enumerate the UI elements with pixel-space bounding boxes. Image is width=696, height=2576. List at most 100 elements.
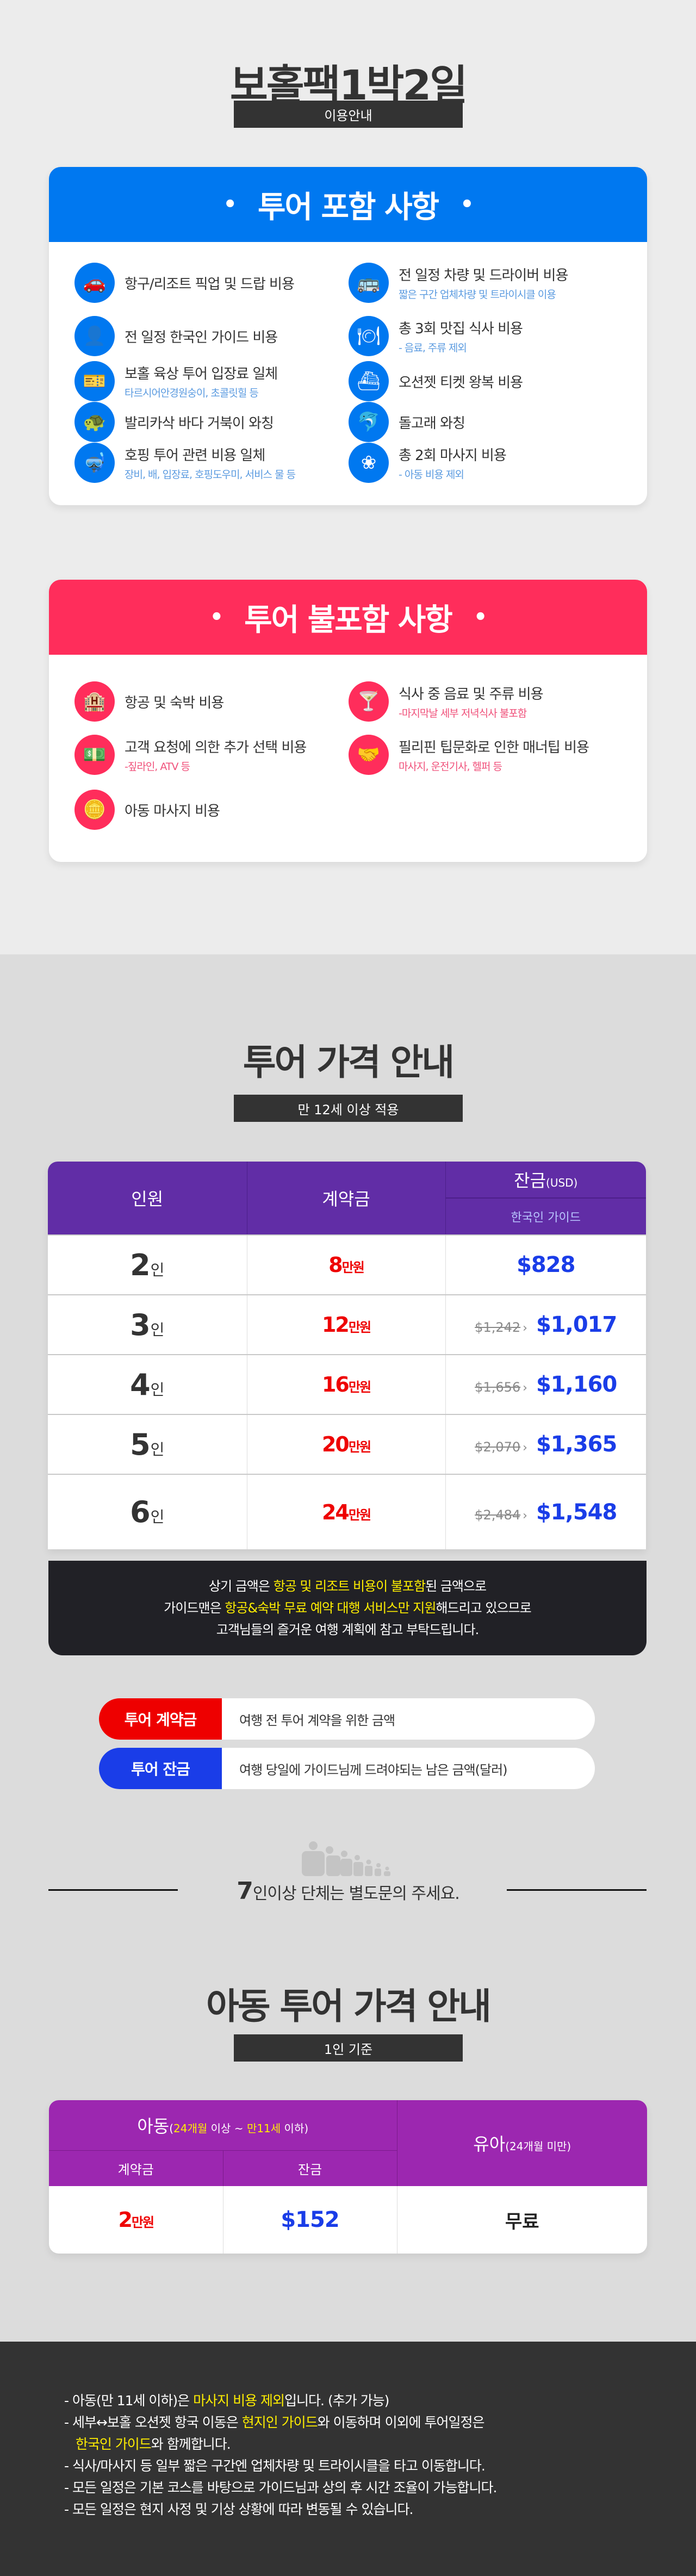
people-count: 3인 [130,1307,165,1342]
coins-icon: 🪙 [74,790,115,830]
text-segment: - 모든 일정은 현지 사정 및 기상 상황에 따라 변동될 수 있습니다. [64,2501,413,2517]
footer-notes: - 아동(만 11세 이하)은 마사지 비용 제외입니다. (추가 가능) - 세… [64,2390,497,2521]
header-balance: 잔금(USD) [445,1162,646,1199]
balance-cell: $2,484 › $1,548 [445,1474,646,1549]
list-item: 🏨 항공 및 숙박 비용 [74,681,224,722]
final-price: $828 [517,1252,575,1277]
table-row: 5인 20만원 $2,070 › $1,365 [48,1414,646,1474]
legend-deposit-desc: 여행 전 투어 계약을 위한 금액 [239,1712,395,1728]
item-main: 보홀 육상 투어 입장료 일체 [125,366,278,382]
text-segment: 고객님들의 즐거운 여행 계획에 참고 부탁드립니다. [216,1622,479,1637]
legend-balance: 투어 잔금 여행 당일에 가이드님께 드려야되는 남은 금액(달러) [99,1748,595,1789]
legend-balance-tag: 투어 잔금 [99,1748,222,1789]
original-price: $2,070 [475,1439,521,1455]
person-unit: 인 [150,1261,165,1279]
item-main: 오션젯 티켓 왕복 비용 [399,374,523,391]
item-text: 총 2회 마사지 비용 - 아동 비용 제외 [399,444,507,481]
original-price: $1,656 [475,1380,521,1395]
footer-line: - 모든 일정은 현지 사정 및 기상 상황에 따라 변동될 수 있습니다. [64,2499,496,2521]
list-item: ⛴ 오션젯 티켓 왕복 비용 [349,361,523,401]
text-segment: - 아동(만 11세 이하)은 [64,2393,194,2409]
list-item: 🐢 발리카삭 바다 거북이 와칭 [74,402,274,442]
item-text: 오션젯 티켓 왕복 비용 [399,371,523,392]
item-sub: -마지막날 세부 저녁식사 불포함 [399,707,527,719]
legend-balance-desc: 여행 당일에 가이드님께 드려야되는 남은 금액(달러) [239,1762,508,1778]
item-sub: 짧은 구간 업체차량 및 트라이시클 이용 [399,289,556,301]
range-segment: 24개월 [173,2121,208,2135]
turtle-icon: 🐢 [74,402,115,442]
people-count: 2인 [130,1247,165,1282]
lotus-icon: ❀ [349,443,389,483]
text-segment: 입니다. (추가 가능) [284,2393,389,2409]
final-price: $1,017 [536,1312,617,1337]
child-title: 아동 투어 가격 안내 [206,1985,492,2027]
group-number: 7 [237,1877,253,1905]
balance-cell: $1,656 › $1,160 [445,1354,646,1414]
people-cell: 3인 [48,1294,247,1355]
child-range: (24개월 이상 ~ 만11세 이하) [169,2122,308,2135]
price-table: 인원 계약금 잔금(USD) 한국인 가이드 2인 8만원 $828 3인 12만원 $1… [48,1162,646,1549]
people-count: 4인 [130,1367,165,1402]
text-segment: - 모든 일정은 기본 코스를 바탕으로 가이드님과 상의 후 시간 조율이 가… [64,2480,497,2496]
list-item: 🎫 보홀 육상 투어 입장료 일체 타르시어안경원숭이, 초콜릿힐 등 [74,361,278,401]
hotel-icon: 🏨 [74,681,115,722]
range-segment: 만11세 [246,2121,281,2135]
text-segment: 마사지 비용 제외 [193,2393,285,2409]
final-price: $1,548 [536,1499,617,1525]
range-segment: 이상 ~ [207,2121,247,2135]
item-main: 총 2회 마사지 비용 [399,448,507,464]
final-price: $1,365 [536,1432,617,1457]
legend-deposit-tag: 투어 계약금 [99,1698,222,1740]
text-segment [64,2436,76,2452]
header-guide: 한국인 가이드 [445,1198,646,1235]
car-icon: 🚗 [74,263,115,303]
text-segment: - 식사/마사지 등 일부 짧은 구간엔 업체차량 및 트라이시클을 타고 이동… [64,2458,486,2474]
item-main: 항구/리조트 픽업 및 드랍 비용 [125,276,295,293]
footer-line: - 식사/마사지 등 일부 짧은 구간엔 업체차량 및 트라이시클을 타고 이동… [64,2455,496,2477]
text-segment: 가이드맨은 [164,1600,225,1616]
people-count: 6인 [130,1495,165,1529]
item-text: 발리카삭 바다 거북이 와칭 [125,412,274,432]
list-item: 🤿 호핑 투어 관련 비용 일체 장비, 배, 입장료, 호핑도우미, 서비스 물 … [74,443,296,483]
list-item: ❀ 총 2회 마사지 비용 - 아동 비용 제외 [349,443,507,483]
arrow-icon: › [523,1441,527,1455]
price-notice: 상기 금액은 항공 및 리조트 비용이 불포함된 금액으로 가이드맨은 항공&숙박… [48,1561,647,1655]
footer-line: - 모든 일정은 기본 코스를 바탕으로 가이드님과 상의 후 시간 조율이 가… [64,2477,497,2499]
item-main: 전 일정 차량 및 드라이버 비용 [399,268,568,284]
deposit-cell: 20만원 [246,1414,445,1474]
deposit-unit: 만원 [341,1260,365,1275]
price-subtitle: 만 12세 이상 적용 [234,1095,463,1122]
list-item: 🪙 아동 마사지 비용 [74,790,220,830]
item-text: 호핑 투어 관련 비용 일체 장비, 배, 입장료, 호핑도우미, 서비스 물 등 [125,444,296,481]
excluded-title: 투어 불포함 사항 [244,602,453,638]
balance-cell: $828 [445,1234,646,1295]
meal-icon: 🍽 [349,316,389,356]
item-sub: - 음료, 주류 제외 [399,342,467,354]
item-main: 돌고래 와칭 [399,415,465,432]
deposit-cell: 12만원 [246,1294,445,1355]
arrow-icon: › [523,1381,527,1395]
person-unit: 인 [150,1320,165,1339]
notice-line: 상기 금액은 항공 및 리조트 비용이 불포함된 금액으로 [48,1575,647,1597]
list-item: 🍽 총 3회 맛집 식사 비용 - 음료, 주류 제외 [349,316,523,356]
notice-line: 고객님들의 즐거운 여행 계획에 참고 부탁드립니다. [48,1619,647,1641]
group-inquiry: 7인이상 단체는 별도문의 주세요. [0,1877,696,1905]
divider-right [507,1889,647,1891]
item-text: 항구/리조트 픽업 및 드랍 비용 [125,273,295,293]
text-segment: 와 함께합니다. [151,2436,231,2452]
people-count: 5인 [130,1427,165,1462]
people-cell: 2인 [48,1234,247,1295]
item-main: 아동 마사지 비용 [125,803,220,820]
item-main: 항공 및 숙박 비용 [125,694,224,711]
cocktail-icon: 🍸 [349,681,389,722]
item-main: 총 3회 맛집 식사 비용 [399,321,523,337]
child-balance-header: 잔금 [222,2150,397,2186]
notice-line: 가이드맨은 항공&숙박 무료 예약 대행 서비스만 지원해드리고 있으므로 [48,1597,647,1619]
child-balance: $152 [281,2207,339,2232]
people-cell: 6인 [48,1474,247,1549]
item-main: 필리핀 팁문화로 인한 매너팁 비용 [399,740,589,756]
text-segment: 한국인 가이드 [75,2436,152,2452]
item-main: 호핑 투어 관련 비용 일체 [125,448,265,464]
included-header: • 투어 포함 사항 • [49,167,647,242]
